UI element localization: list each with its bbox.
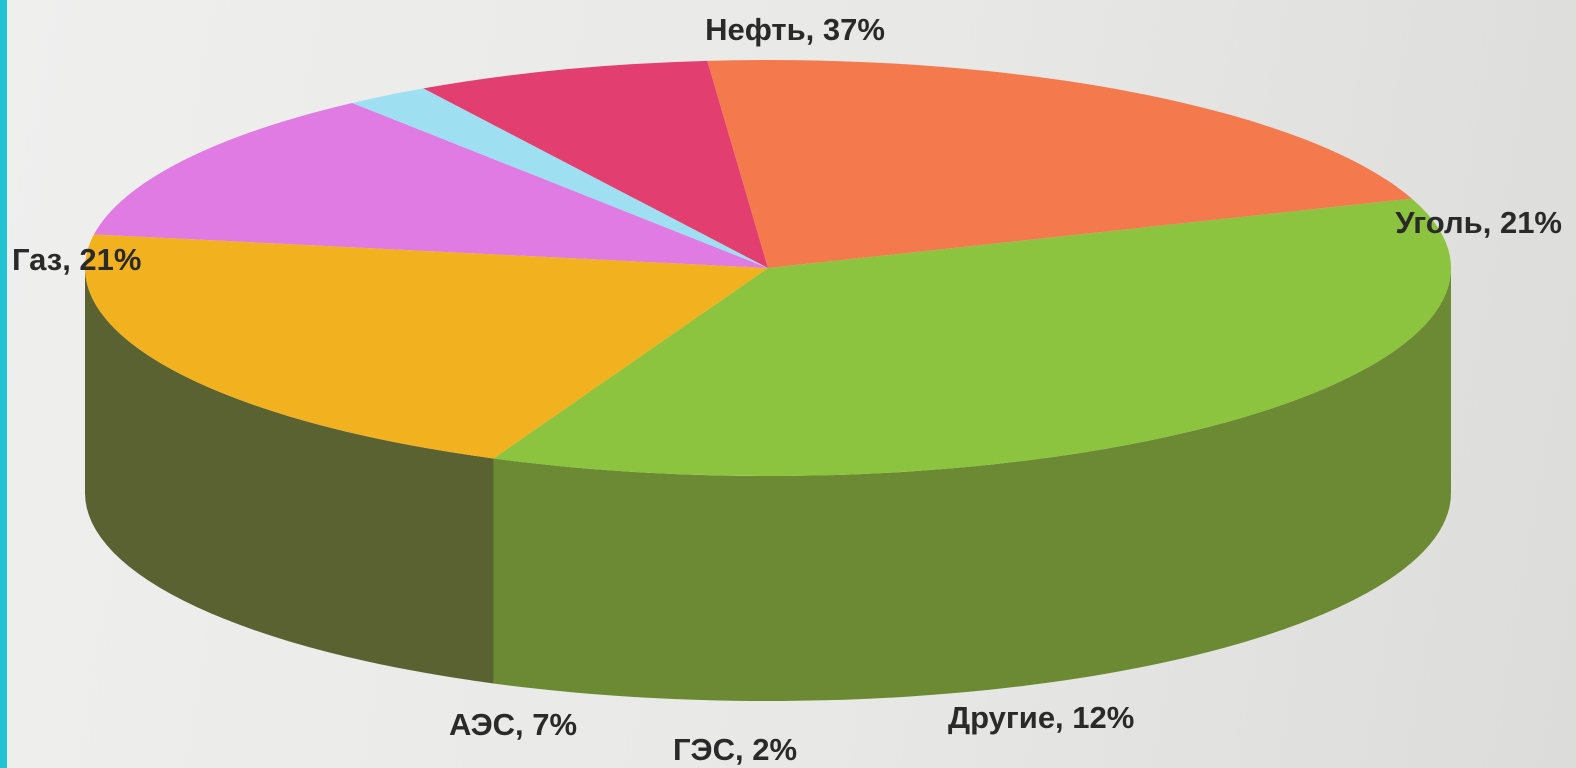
slice-ges [352,88,768,268]
side-wall-ugol [85,268,494,684]
label-gaz: Газ, 21% [12,242,141,277]
slice-gaz [707,59,1412,268]
slice-ugol [85,234,769,459]
label-ugol: Уголь, 21% [1395,205,1562,240]
side-wall-neft [493,268,1451,701]
left-accent-border [0,0,7,768]
label-aes: АЭС, 7% [449,707,577,742]
label-neft: Нефть, 37% [705,12,885,47]
label-drugie: Другие, 12% [948,700,1134,735]
slice-aes [423,60,768,269]
pie-top-slices [85,59,1451,476]
pie-data-labels: Нефть, 37% Уголь, 21% Другие, 12% ГЭС, 2… [12,12,1562,767]
slice-neft [493,198,1451,476]
slice-drugie [93,102,769,268]
pie-side-walls [85,268,1451,701]
label-ges: ГЭС, 2% [673,732,797,767]
